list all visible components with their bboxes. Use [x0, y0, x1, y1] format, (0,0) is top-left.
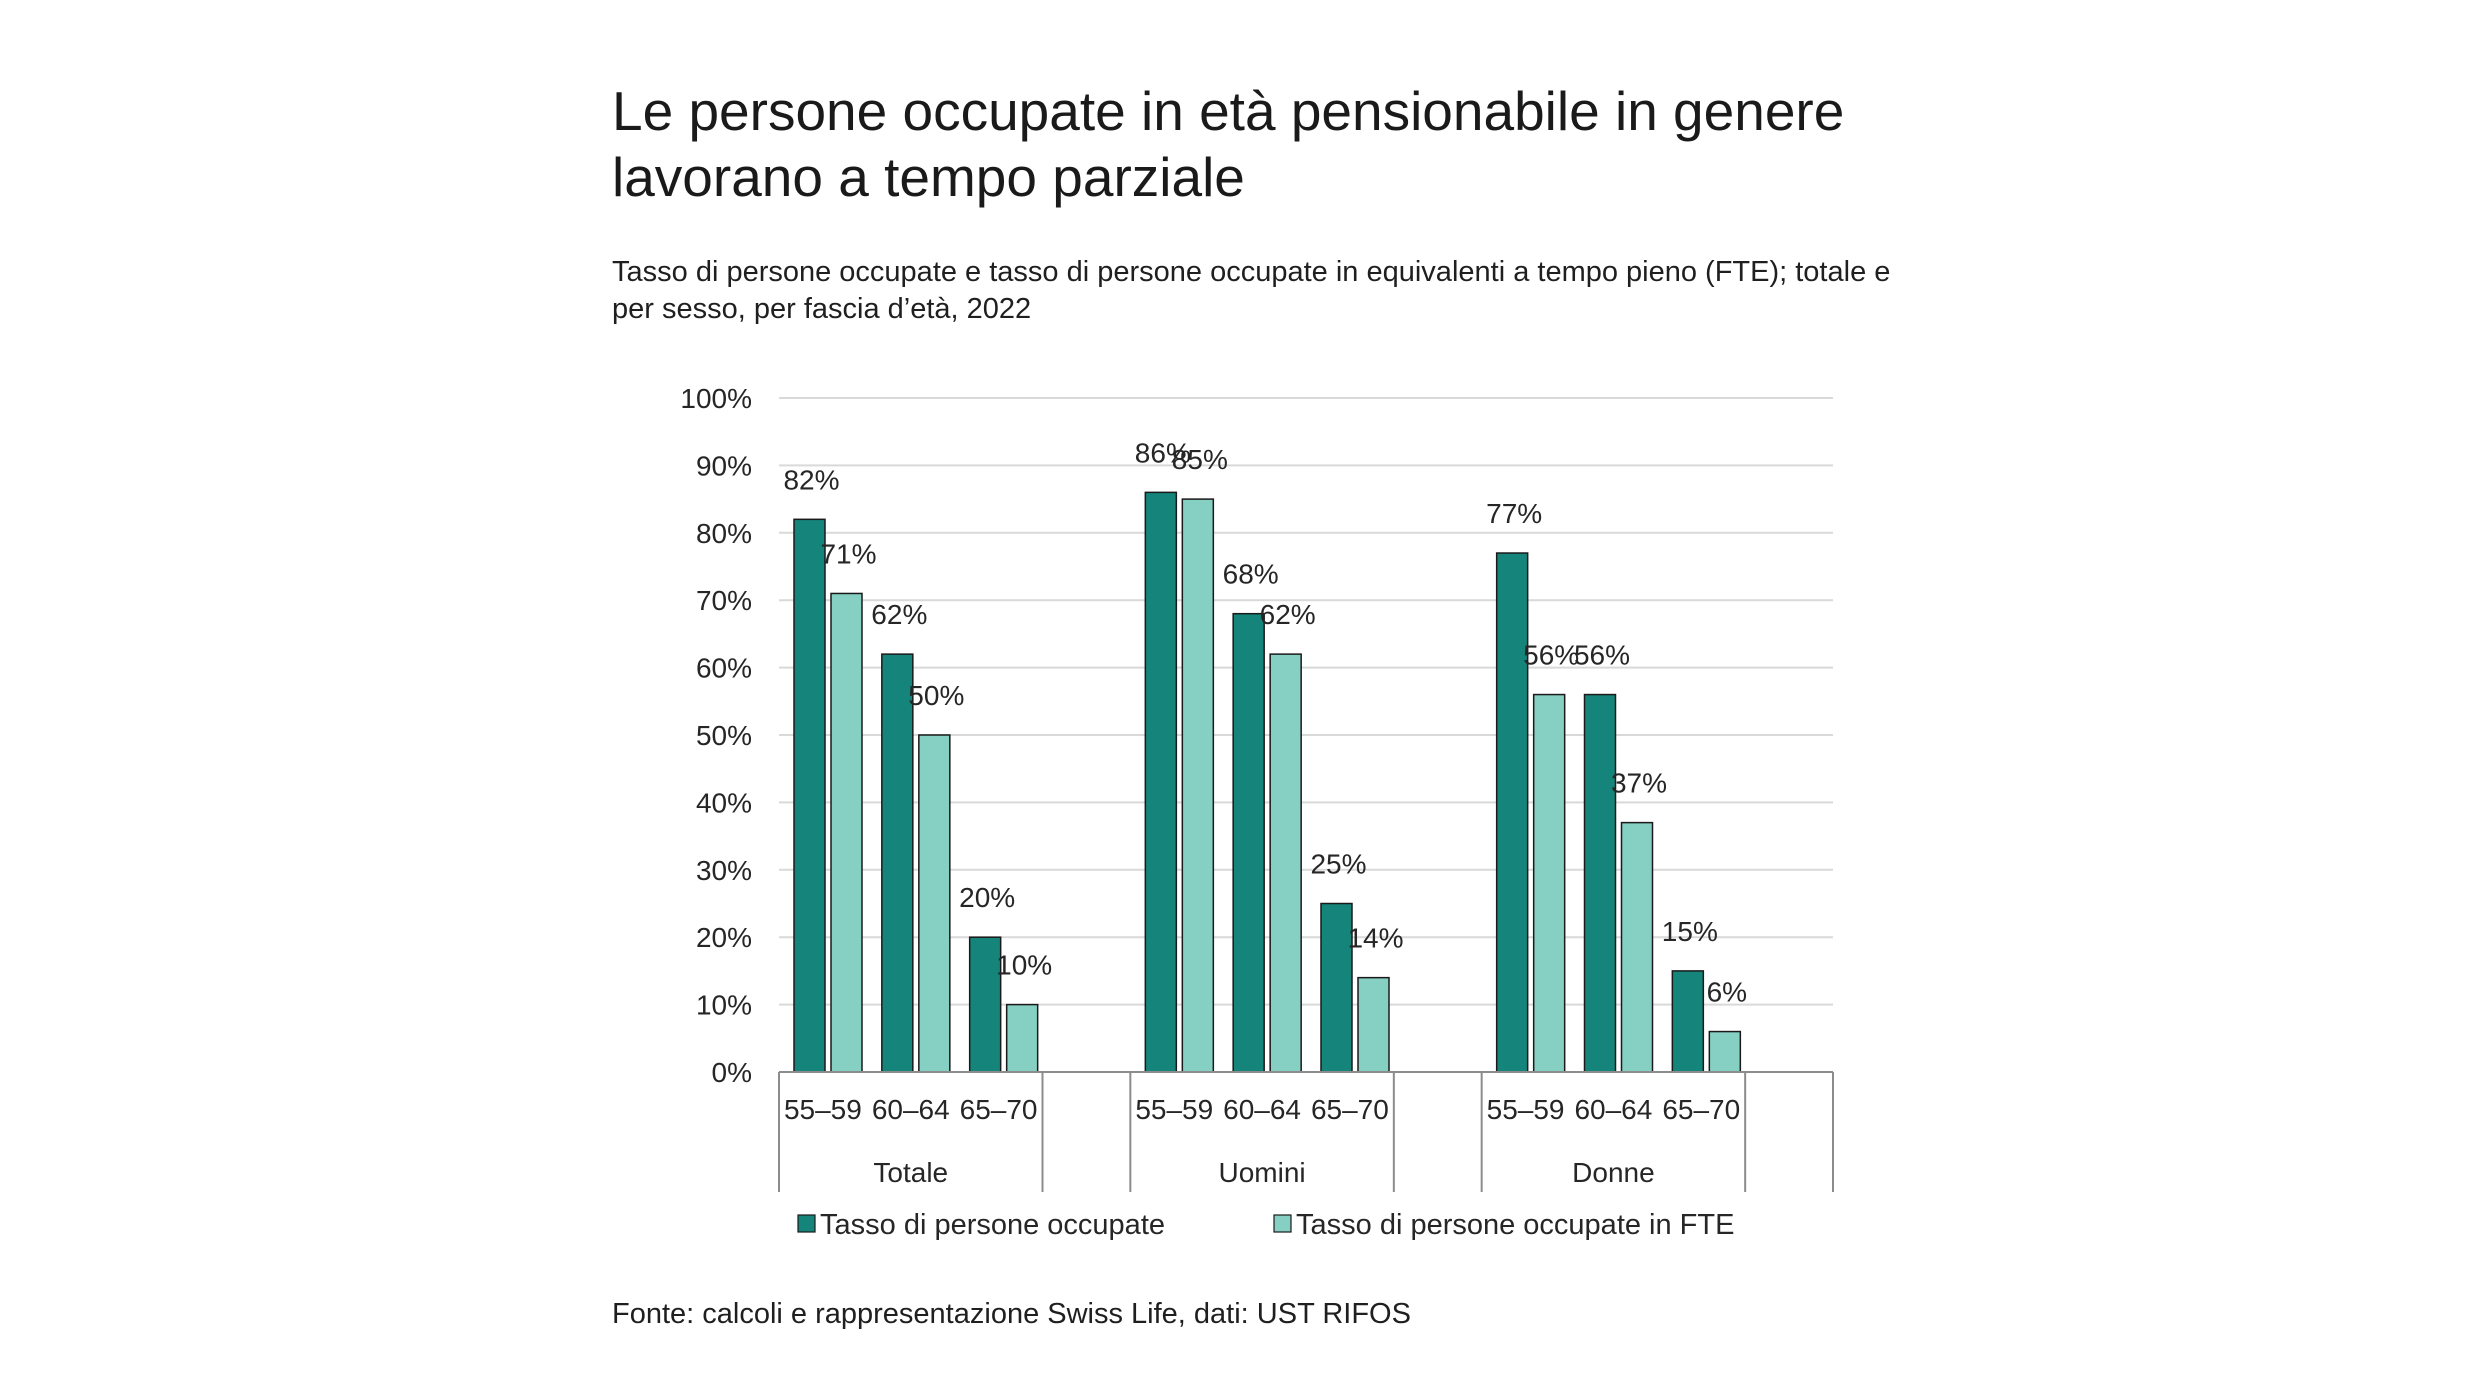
bar-fte [918, 734, 951, 1073]
data-label: 15% [1662, 916, 1718, 947]
y-tick-label: 70% [696, 585, 752, 616]
source-note: Fonte: calcoli e rappresentazione Swiss … [612, 1298, 1411, 1330]
legend-swatch [797, 1214, 816, 1233]
bar-occupate [1583, 693, 1617, 1073]
data-label: 82% [783, 464, 839, 495]
data-label: 10% [996, 950, 1052, 981]
legend: Tasso di persone occupate Tasso di person… [797, 1209, 1734, 1241]
y-tick-label: 100% [680, 383, 752, 414]
data-label: 25% [1310, 849, 1366, 880]
bar-fte [1181, 498, 1215, 1073]
data-label: 86% [1135, 437, 1191, 468]
x-category-label: 65–70 [1311, 1094, 1389, 1125]
x-category-label: 60–64 [872, 1094, 950, 1125]
legend-label: Tasso di persone occupate [820, 1209, 1165, 1241]
x-category-label: 55–59 [1135, 1094, 1213, 1125]
x-category-label: 55–59 [1487, 1094, 1565, 1125]
x-category-label: 65–70 [960, 1094, 1038, 1125]
data-label: 56% [1574, 640, 1630, 671]
x-group-label: Totale [873, 1157, 948, 1188]
data-label: 68% [1223, 559, 1279, 590]
x-category-label: 55–59 [784, 1094, 862, 1125]
data-label: 71% [820, 538, 876, 569]
legend-label: Tasso di persone occupate in FTE [1296, 1209, 1734, 1241]
bar-fte [1269, 653, 1302, 1073]
data-label: 77% [1486, 498, 1542, 529]
bar-fte [1357, 976, 1390, 1073]
bar-occupate [1232, 612, 1265, 1073]
bar-fte [1532, 693, 1566, 1073]
y-tick-label: 80% [696, 518, 752, 549]
bar-fte [1005, 1003, 1039, 1073]
bar-occupate [1671, 970, 1705, 1073]
data-label: 50% [908, 680, 964, 711]
bar-occupate [1320, 902, 1353, 1073]
bar-fte [1620, 821, 1654, 1073]
x-group-label: Uomini [1219, 1157, 1306, 1188]
bar-occupate [793, 518, 826, 1073]
data-labels: 82% 71% 62% 50% 20% 10% 86%85% 68% 62% 25% 14% 77% 5… [783, 437, 1747, 1007]
x-axis: 55–59 60–64 65–70 Totale 55–59 60–64 65–70 Uomi… [778, 1071, 1834, 1192]
bars [793, 491, 1742, 1073]
y-tick-label: 20% [696, 922, 752, 953]
x-category-label: 60–64 [1574, 1094, 1652, 1125]
data-label: 56% [1523, 640, 1579, 671]
x-category-label: 60–64 [1223, 1094, 1301, 1125]
y-tick-label: 60% [696, 653, 752, 684]
x-group-label: Donne [1572, 1157, 1655, 1188]
data-label: 85% [1172, 444, 1228, 475]
bar-occupate [1144, 491, 1178, 1073]
bar-fte [1708, 1030, 1742, 1073]
chart-title: Le persone occupate in età pensionabile … [612, 80, 1845, 208]
bar-fte [830, 592, 863, 1073]
chart-subtitle: Tasso di persone occupate e tasso di per… [612, 256, 1891, 325]
data-label: 14% [1347, 923, 1403, 954]
y-tick-label: 0% [712, 1057, 752, 1088]
bar-occupate [1495, 552, 1529, 1073]
data-label: 62% [871, 599, 927, 630]
y-tick-label: 90% [696, 450, 752, 481]
data-label: 20% [959, 882, 1015, 913]
y-tick-label: 30% [696, 855, 752, 886]
legend-swatch [1273, 1214, 1292, 1233]
y-tick-label: 40% [696, 787, 752, 818]
x-category-label: 65–70 [1662, 1094, 1740, 1125]
y-axis-ticks: 0% 10% 20% 30% 40% 50% 60% 70% 80% 90% 100% [680, 383, 752, 1088]
y-tick-label: 10% [696, 990, 752, 1021]
data-label: 37% [1611, 768, 1667, 799]
bar-occupate [881, 653, 914, 1073]
data-label: 6% [1707, 977, 1747, 1008]
data-label: 62% [1260, 599, 1316, 630]
y-tick-label: 50% [696, 720, 752, 751]
